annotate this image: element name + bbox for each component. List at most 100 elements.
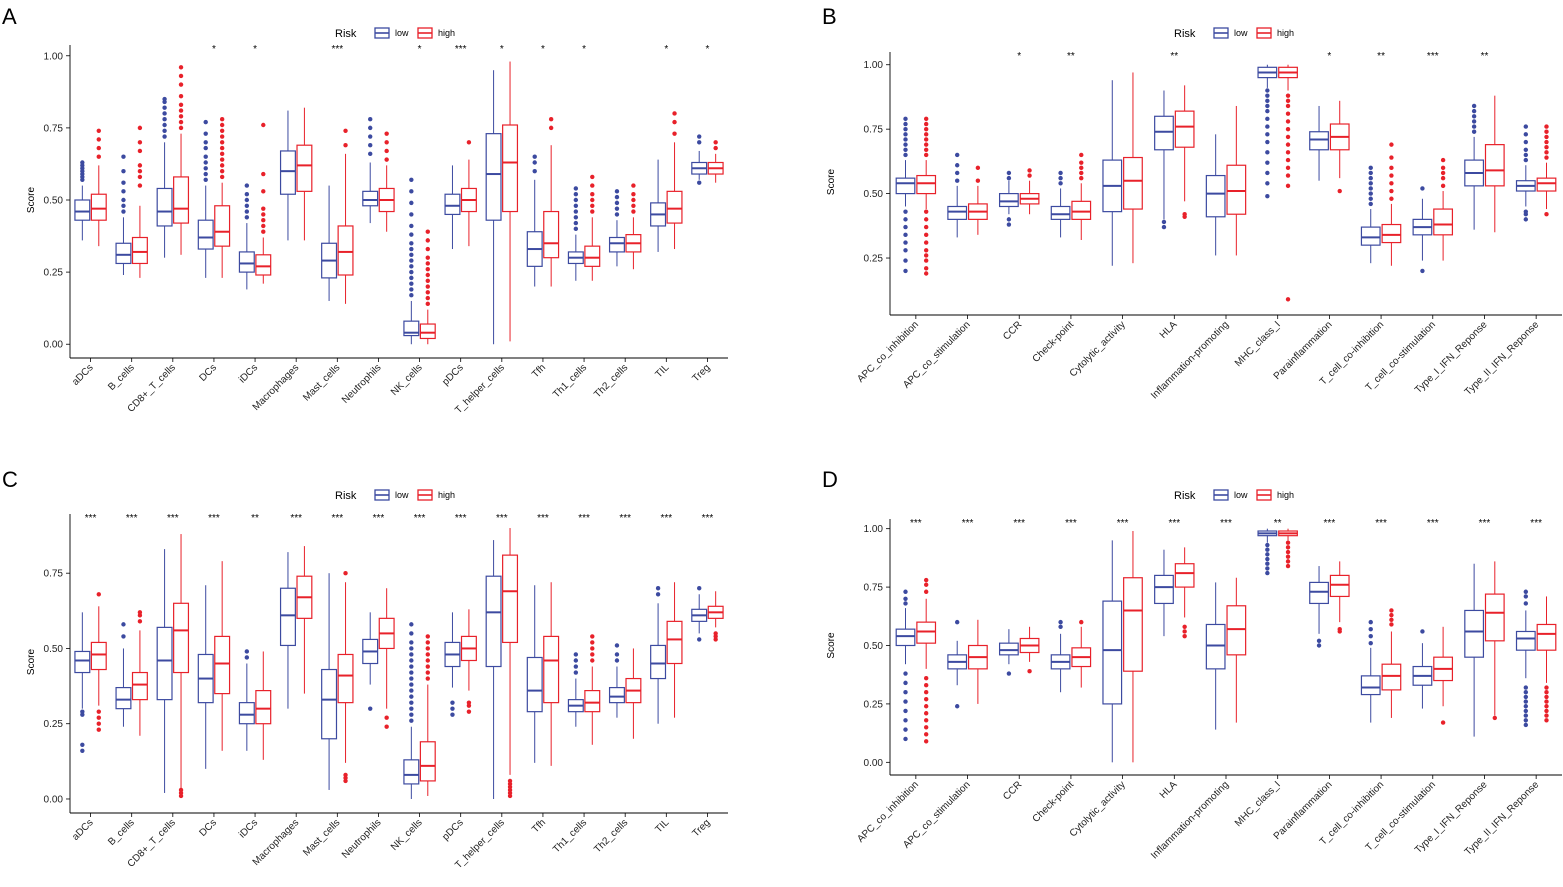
legend-label-high: high (438, 28, 455, 38)
high-outlier (1337, 188, 1342, 194)
low-box (321, 668, 338, 740)
low-outlier (1006, 222, 1012, 227)
high-outlier (923, 116, 929, 122)
x-tick-label: B_cells (106, 362, 137, 393)
low-box (1360, 226, 1381, 246)
low-outlier (203, 177, 208, 183)
category-group (650, 111, 683, 252)
low-outlier (903, 596, 908, 601)
x-tick-label: aDCs (70, 362, 95, 387)
low-box (485, 575, 502, 668)
y-tick-label: 1.00 (44, 51, 64, 62)
y-tick-label: 0.00 (864, 758, 884, 769)
low-outlier (1316, 643, 1322, 648)
low-outlier (409, 287, 414, 292)
category-group (691, 586, 724, 642)
low-outlier (409, 177, 414, 183)
category-group (197, 117, 231, 278)
panel-c: C Risk low high 0.00 0.25 0.50 0.75 Score aDCs **… (0, 441, 781, 882)
significance-label: ** (251, 513, 259, 524)
low-outlier (903, 736, 908, 742)
low-outlier (1265, 139, 1270, 145)
high-box (584, 245, 601, 267)
low-outlier (955, 170, 960, 176)
high-box (337, 225, 354, 276)
significance-label: *** (702, 513, 714, 524)
low-outlier (573, 658, 579, 663)
low-outlier (409, 700, 414, 705)
low-outlier (573, 192, 579, 197)
y-tick-label: 0.75 (864, 583, 884, 594)
low-outlier (121, 154, 126, 159)
low-outlier (1523, 699, 1529, 704)
low-outlier (162, 105, 167, 110)
high-outlier (1389, 617, 1394, 622)
low-outlier (1523, 704, 1529, 709)
x-tick-label: MHC_class_I (1233, 779, 1283, 829)
low-outlier (162, 134, 167, 139)
category-group (1515, 589, 1557, 728)
significance-label: ** (1481, 51, 1489, 62)
category-group (238, 122, 272, 290)
high-outlier (923, 271, 929, 276)
x-tick-label: TIL (653, 362, 671, 380)
low-outlier (1471, 119, 1477, 124)
significance-label: ** (1067, 51, 1075, 62)
low-outlier (1368, 170, 1373, 176)
low-outlier (80, 742, 85, 747)
low-outlier (903, 680, 908, 686)
significance-label: *** (1013, 518, 1025, 529)
high-outlier (425, 229, 430, 234)
low-box (895, 628, 916, 647)
category-group (1464, 561, 1505, 737)
low-box (238, 251, 255, 273)
low-box (279, 587, 296, 647)
low-outlier (409, 189, 414, 194)
low-outlier (903, 589, 908, 594)
low-outlier (903, 248, 908, 253)
low-outlier (614, 200, 620, 206)
high-outlier (975, 178, 981, 183)
high-outlier (219, 122, 225, 128)
x-tick-label: CCR (1001, 319, 1024, 342)
category-group (156, 534, 190, 799)
high-box (214, 205, 231, 247)
low-outlier (1265, 181, 1270, 186)
boxplot-chart: Risk low high0.000.250.500.751.00ScoreAPC_… (826, 489, 1562, 861)
high-box (1123, 577, 1143, 672)
x-tick-label: DCs (198, 362, 220, 384)
significance-label: *** (910, 518, 922, 529)
low-outlier (903, 232, 908, 238)
significance-label: *** (455, 44, 467, 55)
category-group (1464, 95, 1505, 233)
high-box (90, 193, 107, 221)
low-outlier (655, 586, 661, 591)
high-outlier (1389, 188, 1394, 194)
low-outlier (1265, 150, 1270, 155)
high-outlier (590, 209, 595, 214)
high-outlier (384, 157, 389, 162)
low-outlier (1420, 186, 1425, 191)
high-outlier (261, 212, 266, 217)
high-outlier (923, 253, 929, 258)
low-outlier (1006, 671, 1012, 676)
high-outlier (1079, 160, 1084, 165)
category-group (1257, 528, 1298, 576)
significance-label: * (541, 44, 545, 55)
high-outlier (219, 134, 225, 139)
low-outlier (368, 706, 373, 711)
low-box (1205, 623, 1226, 670)
low-box (895, 177, 916, 195)
high-outlier (923, 217, 929, 222)
legend: Risk low high (335, 489, 455, 502)
low-outlier (903, 209, 908, 214)
low-outlier (1368, 165, 1373, 171)
category-group (485, 528, 519, 799)
low-outlier (121, 180, 126, 185)
category-group (567, 634, 601, 745)
high-outlier (1544, 129, 1549, 134)
low-outlier (1523, 147, 1529, 152)
significance-label: *** (1427, 518, 1439, 529)
category-group (362, 588, 395, 729)
low-box (74, 199, 91, 221)
